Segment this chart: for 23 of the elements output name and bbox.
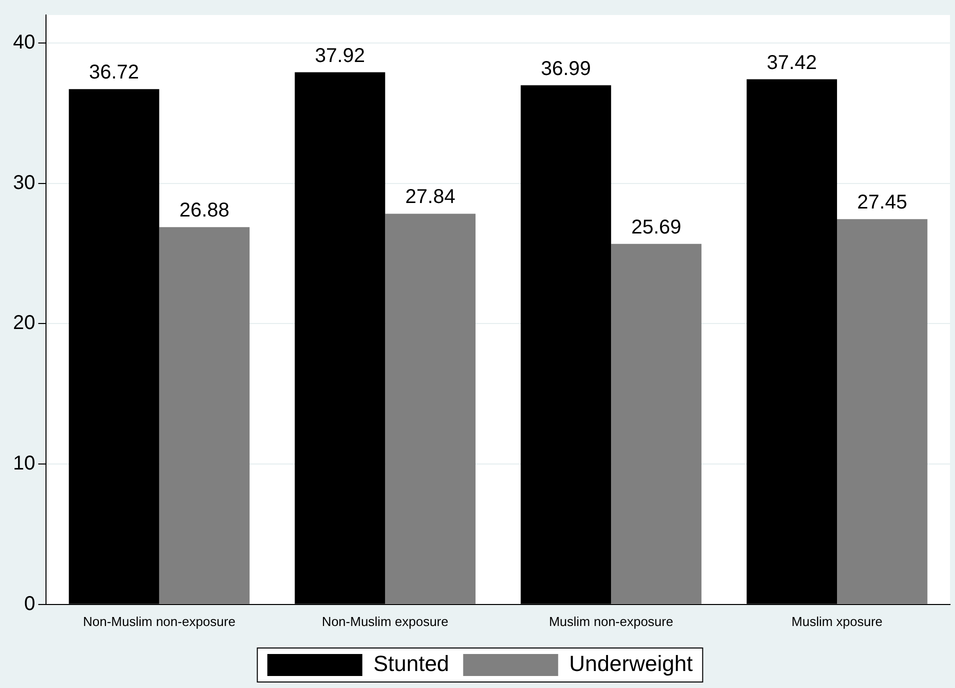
data-label: 25.69 <box>631 216 682 238</box>
y-tick-label: 10 <box>12 452 36 475</box>
y-tick-label: 20 <box>12 312 36 334</box>
y-tick-label: 30 <box>12 172 36 194</box>
bar <box>837 219 928 604</box>
bar <box>385 214 476 604</box>
data-label: 36.72 <box>88 62 140 84</box>
data-label: 36.99 <box>540 58 591 80</box>
data-label: 27.84 <box>405 186 456 208</box>
x-tick-label: Non-Muslim non-exposure <box>82 614 236 629</box>
data-label: 27.45 <box>857 192 908 214</box>
legend-label: Stunted <box>373 651 450 676</box>
x-tick-label: Muslim non-exposure <box>548 614 674 629</box>
bar <box>611 244 702 604</box>
bar <box>159 227 250 604</box>
data-label: 37.42 <box>766 52 817 74</box>
legend-label: Underweight <box>569 651 693 676</box>
y-tick-label: 40 <box>12 32 36 54</box>
data-label: 37.92 <box>314 44 365 67</box>
y-tick-label: 0 <box>24 592 36 615</box>
x-tick-label: Non-Muslim exposure <box>322 614 448 629</box>
x-tick-label: Muslim xposure <box>792 614 883 629</box>
data-label: 26.88 <box>179 200 230 222</box>
